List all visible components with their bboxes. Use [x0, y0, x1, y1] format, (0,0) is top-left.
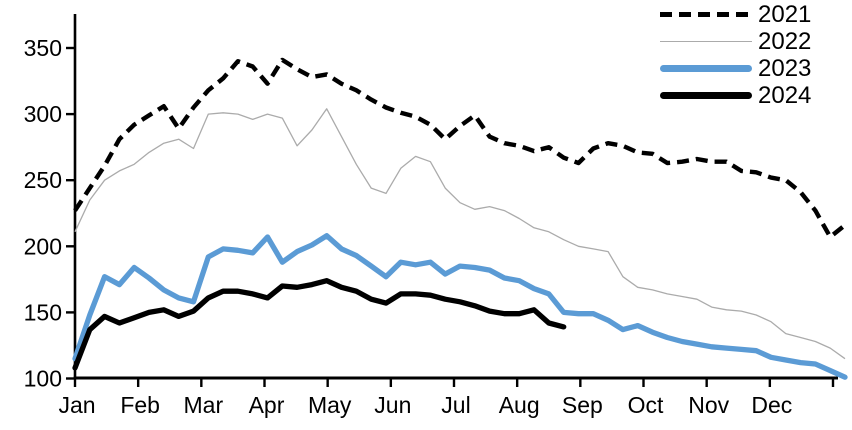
y-tick-label: 350: [24, 35, 62, 61]
x-tick-label: May: [308, 392, 352, 418]
legend-item-2024: 2024: [660, 82, 811, 109]
legend-item-2022: 2022: [660, 28, 811, 55]
x-tick-label: Feb: [120, 392, 160, 418]
legend-label-2024: 2024: [758, 82, 812, 109]
legend-label-2023: 2023: [758, 55, 812, 82]
legend-line-thin-gray-icon: [660, 40, 752, 43]
x-tick-label: Jul: [441, 392, 470, 418]
x-tick-label: Nov: [688, 392, 729, 418]
x-tick-label: Sep: [562, 392, 603, 418]
x-tick-label: Dec: [751, 392, 792, 418]
x-tick-label: Mar: [184, 392, 224, 418]
y-tick-label: 300: [24, 101, 62, 127]
legend-label-2021: 2021: [758, 1, 812, 28]
legend-line-dashed-icon: [660, 12, 752, 17]
y-tick-label: 150: [24, 299, 62, 325]
y-tick-label: 100: [24, 366, 62, 392]
series-2021-line: [73, 57, 847, 240]
series-2023-line: [72, 233, 848, 380]
x-tick-label: Aug: [499, 392, 540, 418]
legend-item-2021: 2021: [660, 1, 811, 28]
legend-line-black-icon: [660, 92, 752, 99]
legend-label-2022: 2022: [758, 28, 812, 55]
x-tick-label: Jan: [58, 392, 95, 418]
legend-item-2023: 2023: [660, 55, 811, 82]
legend-line-blue-icon: [660, 65, 752, 72]
x-tick-label: Oct: [628, 392, 664, 418]
series-2024-line: [72, 278, 567, 371]
series-2022-line: [74, 108, 846, 360]
y-tick-label: 200: [24, 233, 62, 259]
x-tick-label: Apr: [249, 392, 285, 418]
x-tick-label: Jun: [374, 392, 411, 418]
y-tick-label: 250: [24, 167, 62, 193]
legend: 2021 2022 2023 2024: [660, 1, 811, 109]
